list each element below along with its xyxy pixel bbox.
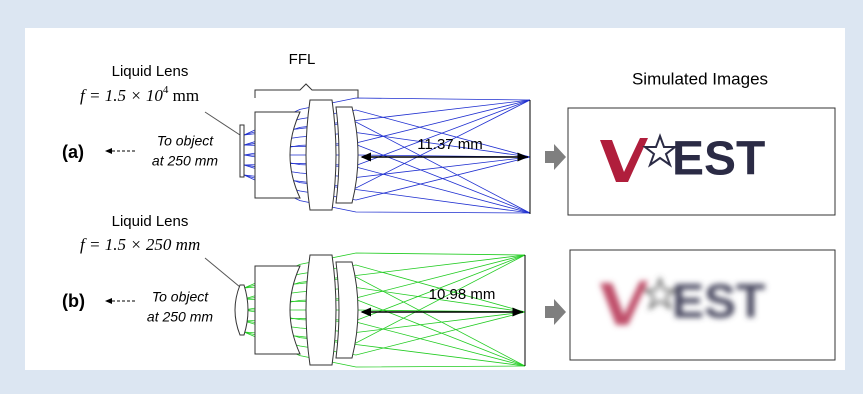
liquid-lens: [240, 125, 244, 177]
lens: [336, 107, 358, 203]
distance-label: 10.98 mm: [429, 286, 496, 303]
lens: [306, 100, 336, 210]
formula: f = 1.5 × 104 mm: [80, 84, 199, 105]
liquid-lens: [235, 285, 248, 335]
formula-prefix: f = 1.5 × 10: [80, 86, 163, 105]
object-text: To object: [157, 133, 214, 149]
lens-name: Liquid Lens: [112, 213, 189, 230]
lens: [336, 262, 358, 358]
lens-name: Liquid Lens: [112, 63, 189, 80]
logo-text: EST: [672, 276, 765, 329]
lens: [306, 255, 336, 365]
object-text: at 250 mm: [152, 153, 218, 169]
object-text: To object: [152, 289, 209, 305]
simulated-title: Simulated Images: [632, 69, 768, 88]
logo-text: EST: [672, 133, 765, 186]
distance-label: 11.37 mm: [417, 136, 483, 153]
panel-label: (a): [62, 142, 84, 162]
formula-unit: mm: [168, 86, 199, 105]
ffl-label: FFL: [289, 51, 316, 68]
object-text: at 250 mm: [147, 309, 213, 325]
formula: f = 1.5 × 250 mm: [80, 235, 200, 254]
figure: FFL Simulated Images Liquid Lens f = 1.5…: [0, 0, 863, 394]
panel-label: (b): [62, 291, 85, 311]
